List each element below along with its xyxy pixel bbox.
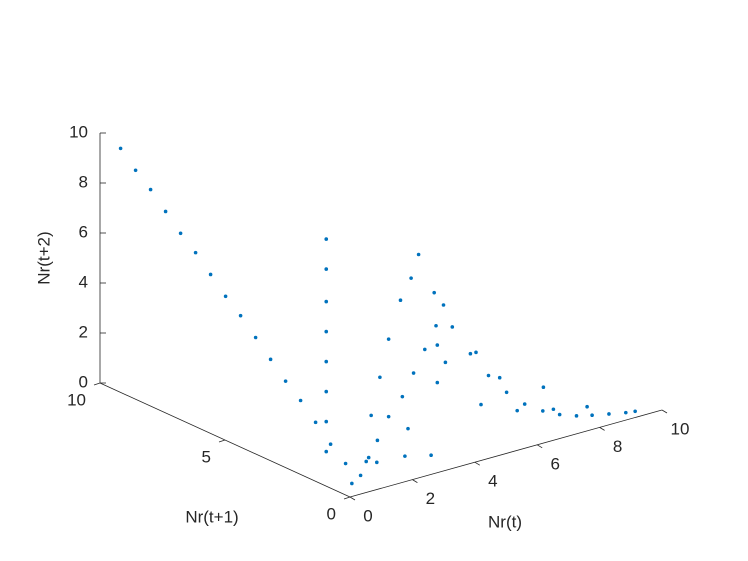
point [522, 402, 527, 406]
point [541, 409, 545, 413]
y-tick-label: 5 [202, 447, 211, 466]
point [328, 442, 333, 446]
point [366, 455, 371, 460]
point [386, 337, 391, 341]
point [441, 303, 446, 307]
point [541, 385, 546, 390]
point [238, 313, 243, 318]
z-tick-label: 6 [79, 222, 88, 241]
point [406, 426, 410, 431]
y-tick-label: 10 [67, 390, 86, 409]
point [443, 360, 448, 365]
y-axis-label: Nr(t+1) [185, 507, 238, 526]
x-tick-label: 6 [550, 454, 559, 473]
point [313, 420, 318, 425]
z-tick-label: 8 [79, 172, 88, 191]
point [268, 357, 273, 362]
z-tick-label: 0 [79, 372, 88, 391]
point [497, 375, 502, 380]
x-tick [474, 461, 481, 466]
point [432, 290, 437, 295]
point [283, 379, 288, 383]
x-tick [599, 427, 605, 431]
point [163, 209, 168, 214]
point [324, 419, 329, 424]
z-tick-label: 2 [79, 322, 88, 341]
point [386, 414, 391, 419]
point [411, 371, 416, 375]
point [468, 351, 473, 356]
point [223, 294, 228, 299]
point [324, 299, 329, 304]
point [435, 343, 440, 347]
point [633, 409, 637, 414]
point [434, 323, 438, 328]
x-tick-label: 4 [488, 472, 497, 491]
point [585, 404, 589, 409]
point [400, 394, 405, 399]
point [479, 402, 483, 407]
point [486, 373, 491, 378]
point [515, 408, 519, 413]
x-tick [536, 444, 543, 449]
x-tick [349, 496, 356, 501]
x-axis-label: Nr(t) [488, 512, 522, 531]
x-tick [661, 409, 668, 414]
point [435, 380, 440, 385]
x-tick-label: 10 [671, 419, 690, 438]
point [398, 298, 403, 303]
point [574, 414, 579, 418]
point [450, 325, 455, 329]
x-tick-label: 8 [613, 437, 622, 456]
point [324, 237, 329, 241]
point [504, 390, 509, 395]
y-tick [343, 496, 351, 500]
point [253, 335, 258, 340]
point [369, 413, 373, 418]
point [403, 454, 407, 458]
point [178, 231, 183, 236]
x-axis [349, 409, 663, 498]
point [590, 413, 594, 418]
point [343, 461, 348, 466]
point [350, 481, 354, 486]
point [324, 267, 329, 271]
point [118, 146, 123, 151]
point [423, 347, 427, 352]
point [551, 407, 556, 412]
point [324, 329, 329, 334]
point [324, 449, 329, 454]
y-tick [93, 382, 101, 386]
point [133, 168, 138, 173]
point [624, 410, 628, 415]
point [429, 453, 433, 458]
point [416, 252, 421, 257]
point [607, 412, 611, 416]
y-tick [218, 439, 226, 443]
x-tick-label: 2 [426, 489, 435, 508]
point [298, 398, 303, 403]
point [364, 459, 369, 464]
point [375, 460, 379, 465]
x-tick-label: 0 [363, 506, 372, 525]
point [324, 389, 329, 394]
point [375, 438, 380, 443]
point [358, 473, 363, 478]
point [378, 375, 382, 380]
y-tick-label: 0 [327, 504, 336, 523]
point [193, 250, 198, 255]
point [557, 412, 562, 417]
z-tick-label: 4 [79, 272, 88, 291]
z-axis-label: Nr(t+2) [34, 231, 53, 284]
point [148, 187, 153, 192]
z-tick-label: 10 [69, 122, 88, 141]
point [474, 350, 478, 355]
point [409, 276, 413, 280]
point [208, 272, 213, 277]
x-tick [412, 479, 418, 483]
point [324, 359, 329, 364]
